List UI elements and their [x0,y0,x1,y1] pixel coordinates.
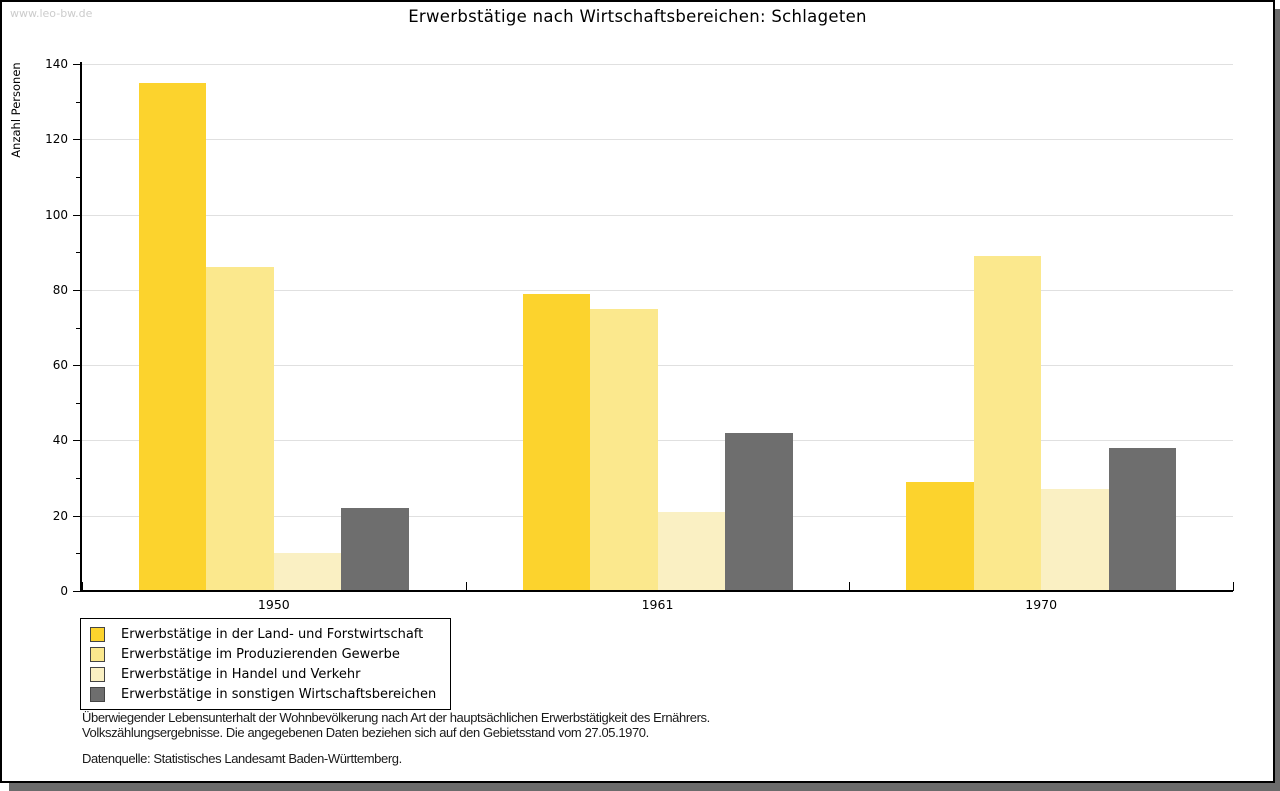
gridline [82,289,1233,291]
y-tick-label: 80 [52,282,68,297]
y-tick-minor [76,252,81,254]
bar-1970-series1 [906,481,974,591]
bar-1961-series2 [590,308,658,591]
bar-1961-series4 [725,432,793,591]
bar-1950-series1 [138,82,207,591]
x-tick-label: 1970 [1025,597,1058,612]
y-tick-major [73,289,81,291]
y-axis [80,62,82,592]
legend-swatch-icon [90,666,105,682]
y-tick-major [73,591,81,592]
x-boundary-tick [849,582,851,591]
gridline [82,64,1233,65]
bar-1950-series4 [341,508,409,591]
y-tick-minor [76,327,81,329]
gridline [82,139,1233,141]
bar-1950-series2 [206,267,274,591]
y-tick-label: 120 [45,132,68,147]
legend-swatch-icon [90,626,105,642]
y-tick-major [73,139,81,141]
footnote-line-1: Überwiegender Lebensunterhalt der Wohnbe… [82,710,710,725]
y-tick-label: 20 [52,508,68,523]
gridline [82,365,1233,367]
legend-row-3: Erwerbstätige in Handel und Verkehr [90,664,441,684]
y-tick-minor [76,478,81,480]
watermark: www.leo-bw.de [10,7,93,20]
gridline [82,440,1233,442]
y-tick-minor [76,101,81,103]
y-tick-major [73,440,81,442]
y-tick-label: 140 [45,57,68,71]
bar-1961-series1 [522,293,590,591]
y-tick-minor [76,402,81,404]
y-tick-label: 0 [60,584,68,598]
gridline [82,214,1233,216]
legend-label: Erwerbstätige in der Land- und Forstwirt… [121,626,424,642]
y-tick-major [73,214,81,216]
y-tick-label: 40 [52,433,68,448]
y-tick-major [73,365,81,367]
y-tick-major [73,64,81,65]
y-tick-label: 100 [45,207,68,222]
x-axis [80,590,1233,592]
footnote-line-2: Volkszählungsergebnisse. Die angegebenen… [82,724,649,740]
bar-1970-series3 [1041,489,1109,591]
chart-title: Erwerbstätige nach Wirtschaftsbereichen:… [408,7,867,26]
legend-row-1: Erwerbstätige in der Land- und Forstwirt… [90,624,441,644]
legend-row-4: Erwerbstätige in sonstigen Wirtschaftsbe… [90,684,441,704]
legend-label: Erwerbstätige in sonstigen Wirtschaftsbe… [121,686,437,702]
legend-box: Erwerbstätige in der Land- und Forstwirt… [80,618,451,710]
y-tick-major [73,515,81,517]
legend-label: Erwerbstätige in Handel und Verkehr [121,666,361,682]
data-source: Datenquelle: Statistisches Landesamt Bad… [82,751,402,766]
bar-1970-series4 [1108,447,1177,591]
x-boundary-tick [1233,582,1234,591]
y-tick-minor [76,176,81,178]
bar-1961-series3 [657,511,725,591]
legend-swatch-icon [90,646,105,662]
legend-label: Erwerbstätige im Produzierenden Gewerbe [121,646,400,662]
legend-row-2: Erwerbstätige im Produzierenden Gewerbe [90,644,441,664]
y-tick-label: 60 [52,358,68,373]
x-boundary-tick [465,582,467,591]
x-tick-label: 1950 [257,597,290,612]
x-tick-label: 1961 [641,597,674,612]
bar-1970-series2 [973,255,1042,591]
x-boundary-tick [82,582,83,591]
y-tick-minor [76,553,81,555]
bar-1950-series3 [273,553,342,591]
legend-swatch-icon [90,686,105,702]
footnotes: Überwiegender Lebensunterhalt der Wohnbe… [82,710,710,767]
